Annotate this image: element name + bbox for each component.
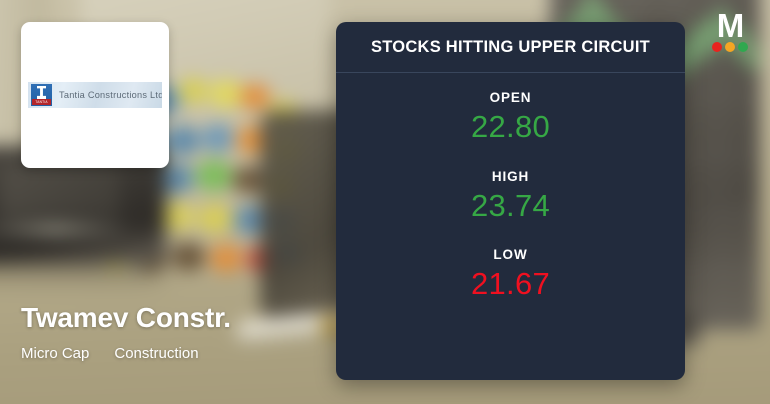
candy-piece — [166, 126, 200, 156]
candy-piece — [178, 78, 208, 104]
watermark-dot-orange — [725, 42, 735, 52]
candy-piece — [210, 80, 242, 108]
company-logo-text: Tantia Constructions Ltd. — [59, 90, 162, 100]
company-name: Twamev Constr. — [21, 302, 231, 333]
stat-high: HIGH 23.74 — [336, 168, 685, 227]
stats-card-title: STOCKS HITTING UPPER CIRCUIT — [336, 22, 685, 73]
candy-piece — [210, 244, 242, 272]
stat-low-label: LOW — [493, 247, 528, 263]
smartphone-screen — [0, 166, 120, 218]
tantia-pillar-icon: TANTIA — [31, 84, 52, 106]
stat-high-label: HIGH — [491, 168, 530, 184]
watermark-letter: M — [716, 7, 744, 44]
stats-card: STOCKS HITTING UPPER CIRCUIT OPEN 22.80 … — [336, 22, 685, 380]
stat-low: LOW 21.67 — [336, 248, 685, 305]
company-logo-card: TANTIA Tantia Constructions Ltd. — [21, 22, 169, 168]
watermark-dots — [712, 42, 748, 52]
logo-badge-label: TANTIA — [32, 99, 51, 105]
company-logo-strip: TANTIA Tantia Constructions Ltd. — [28, 82, 162, 108]
smartphone-highlight — [0, 226, 130, 233]
pillar-glyph — [37, 86, 46, 99]
company-tag-sector: Construction — [114, 344, 199, 362]
candy-piece — [160, 164, 194, 194]
candy-piece — [198, 204, 232, 234]
stat-high-value: 23.74 — [470, 187, 551, 223]
watermark-dot-red — [712, 42, 722, 52]
company-tag-list: Micro Cap Construction — [21, 345, 351, 362]
candy-piece — [160, 202, 194, 232]
candy-piece — [172, 242, 206, 272]
company-info: Twamev Constr. Micro Cap Construction — [21, 302, 351, 362]
candy-piece — [202, 124, 234, 152]
stat-open-label: OPEN — [489, 90, 532, 105]
candy-piece — [240, 84, 270, 110]
stat-low-value: 21.67 — [470, 266, 551, 302]
watermark-dot-green — [738, 42, 748, 52]
company-tag-marketcap: Micro Cap — [21, 344, 90, 362]
stats-card-body: OPEN 22.80 HIGH 23.74 LOW 21.67 — [336, 73, 685, 305]
moneycontrol-watermark-logo: M — [704, 7, 756, 56]
stat-open-value: 22.80 — [470, 108, 551, 144]
stat-open: OPEN 22.80 — [336, 90, 685, 148]
candy-piece — [232, 166, 264, 194]
candy-piece — [196, 160, 232, 191]
